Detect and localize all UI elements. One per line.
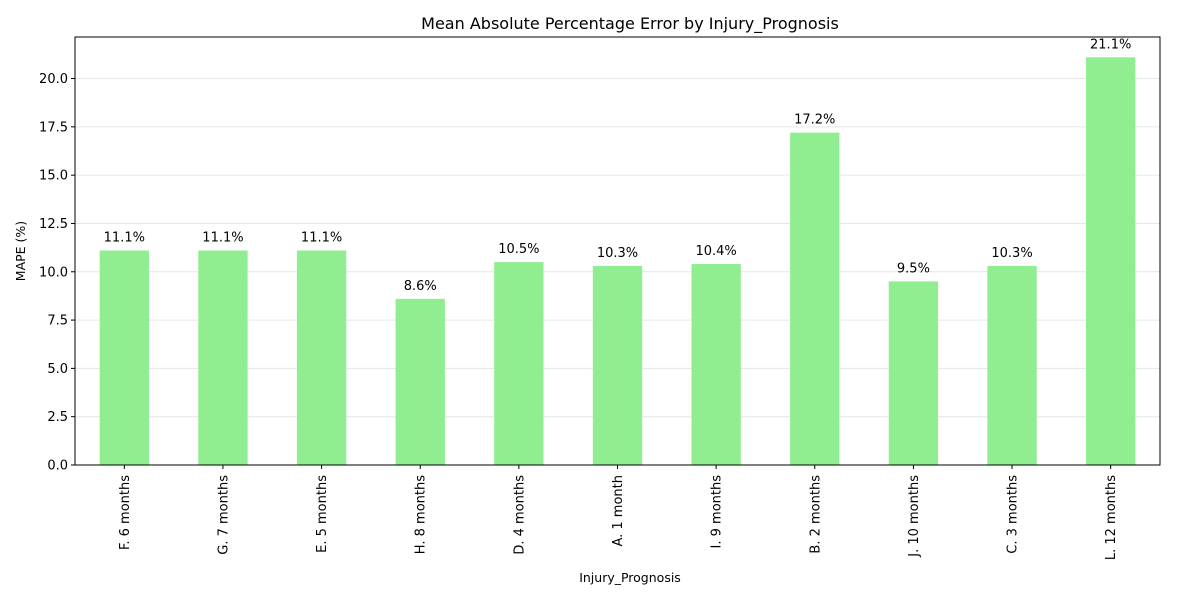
bar <box>790 132 840 465</box>
data-label: 9.5% <box>897 261 930 276</box>
x-tick-label: E. 5 months <box>315 475 330 553</box>
bar <box>395 298 445 465</box>
x-tick-label: I. 9 months <box>710 475 725 549</box>
bar <box>987 265 1037 465</box>
data-labels: 11.1% 11.1% 11.1% 8.6% 10.5% 10.3% 10.4% 17.2% 9… <box>104 37 1132 294</box>
y-tick-label: 12.5 <box>39 217 68 232</box>
bar <box>592 265 643 465</box>
chart-title: Mean Absolute Percentage Error by Injury… <box>421 14 839 34</box>
data-label: 11.1% <box>104 231 145 246</box>
x-tick-label: B. 2 months <box>808 475 823 554</box>
bar <box>99 250 149 465</box>
x-tick-label: H. 8 months <box>414 475 429 554</box>
y-tick-label: 15.0 <box>39 169 68 184</box>
bar <box>494 262 544 465</box>
y-tick-label: 20.0 <box>39 72 68 87</box>
y-tick-label: 10.0 <box>39 265 68 280</box>
data-label: 10.5% <box>498 242 539 257</box>
bar <box>691 264 741 465</box>
x-tick-label: A. 1 month <box>611 475 626 547</box>
x-tick-label: C. 3 months <box>1006 475 1021 554</box>
y-tick-label: 17.5 <box>39 120 68 135</box>
bar <box>296 250 347 465</box>
x-tick-label: J. 10 months <box>907 475 922 558</box>
data-label: 10.4% <box>695 244 736 259</box>
bar <box>888 281 939 465</box>
data-label: 17.2% <box>794 113 835 128</box>
y-tick-label: 7.5 <box>47 314 68 329</box>
data-label: 11.1% <box>301 231 342 246</box>
y-axis-label: MAPE (%) <box>13 221 28 281</box>
data-label: 10.3% <box>991 246 1032 261</box>
bar <box>1086 57 1136 465</box>
y-tick-label: 0.0 <box>47 459 68 474</box>
x-tick-label: L. 12 months <box>1104 475 1119 560</box>
bars <box>99 57 1136 465</box>
x-axis-label: Injury_Prognosis <box>579 570 681 585</box>
data-label: 21.1% <box>1090 37 1131 52</box>
data-label: 8.6% <box>404 279 437 294</box>
x-tick-label: F. 6 months <box>118 475 133 550</box>
y-tick-label: 2.5 <box>47 410 68 425</box>
x-tick-label: D. 4 months <box>512 475 527 555</box>
axes: 0.0 2.5 5.0 7.5 10.0 12.5 15.0 17.5 20.0 F. 6 mon… <box>39 36 1161 560</box>
data-label: 10.3% <box>597 246 638 261</box>
data-label: 11.1% <box>202 231 243 246</box>
bar <box>198 250 248 465</box>
x-tick-label: G. 7 months <box>216 475 231 555</box>
y-tick-label: 5.0 <box>47 362 68 377</box>
